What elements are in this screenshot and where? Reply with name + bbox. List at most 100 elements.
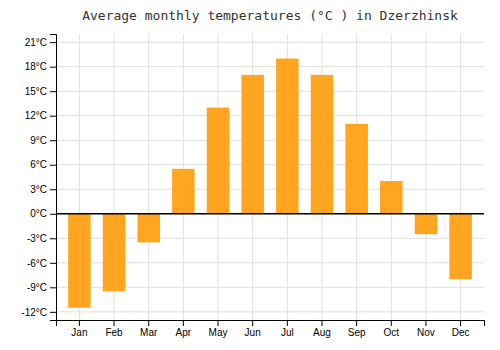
- y-tick-mark: [50, 263, 56, 264]
- y-tick: 21°C: [25, 37, 56, 48]
- y-tick-label: 21°C: [25, 37, 47, 48]
- bar: [137, 214, 160, 243]
- y-tick-mark: [50, 67, 56, 68]
- x-tick-mark: [79, 320, 80, 326]
- x-tick-label: Mar: [140, 327, 158, 338]
- x-tick-label: Oct: [384, 327, 400, 338]
- y-tick-mark: [50, 238, 56, 239]
- x-tick-label: Nov: [417, 327, 435, 338]
- x-tick: Oct: [384, 320, 400, 338]
- bar: [449, 214, 472, 279]
- x-tick-label: Aug: [313, 327, 331, 338]
- y-tick: 0°C: [30, 208, 56, 219]
- bar: [207, 108, 230, 214]
- title: Average monthly temperatures (°C ) in Dz…: [82, 8, 458, 23]
- x-tick-mark: [391, 320, 392, 326]
- x-tick-label: Feb: [105, 327, 123, 338]
- grid-line-y: [56, 213, 484, 214]
- grid-line-x: [425, 34, 426, 320]
- y-tick-mark: [50, 214, 56, 215]
- bar: [103, 214, 126, 292]
- x-tick-label: Jul: [281, 327, 294, 338]
- y-tick-mark: [50, 287, 56, 288]
- y-tick-mark: [50, 140, 56, 141]
- x-tick-label: Jun: [245, 327, 261, 338]
- y-tick: -6°C: [27, 258, 56, 269]
- y-tick: -9°C: [27, 282, 56, 293]
- y-axis-line: [50, 35, 57, 321]
- grid-line-y: [56, 140, 484, 141]
- chart: -12°C -9°C -6°C -3°C 0°C 3°C 6°C 9°C 12°C 15°C 18°…: [0, 0, 500, 350]
- y-tick: 6°C: [30, 159, 56, 170]
- grid-line-y: [56, 91, 484, 92]
- bar: [311, 75, 334, 214]
- x-tick-label: Jan: [71, 327, 87, 338]
- x-tick-mark: [425, 320, 426, 326]
- y-tick: 9°C: [30, 135, 56, 146]
- y-tick-label: 12°C: [25, 110, 47, 121]
- x-tick-mark: [321, 320, 322, 326]
- grid-line-y: [56, 189, 484, 190]
- grid-line-y: [56, 66, 484, 67]
- y-tick-mark: [50, 165, 56, 166]
- y-tick: 12°C: [25, 110, 56, 121]
- y-tick-label: 9°C: [30, 135, 47, 146]
- bar: [241, 75, 264, 214]
- x-tick: Sep: [348, 320, 366, 338]
- bar: [172, 169, 195, 214]
- y-tick-mark: [50, 42, 56, 43]
- y-tick: -3°C: [27, 233, 56, 244]
- y-tick-label: -12°C: [21, 307, 47, 318]
- y-tick-mark: [50, 116, 56, 117]
- y-tick-label: -3°C: [27, 233, 47, 244]
- x-tick: Dec: [452, 320, 470, 338]
- bar: [276, 59, 299, 214]
- x-tick-label: Apr: [176, 327, 192, 338]
- y-tick: -12°C: [21, 307, 56, 318]
- y-tick-label: -6°C: [27, 258, 47, 269]
- y-tick-mark: [50, 312, 56, 313]
- y-tick-mark: [50, 189, 56, 190]
- y-tick-label: 3°C: [30, 184, 47, 195]
- x-axis: Jan Feb Mar Apr May Jun Jul Aug Sep Oct Nov Dec: [57, 320, 485, 338]
- y-tick-label: 6°C: [30, 159, 47, 170]
- x-tick: Mar: [140, 320, 158, 338]
- grid-line-x: [391, 34, 392, 320]
- x-axis-line: [57, 321, 485, 327]
- x-tick-mark: [460, 320, 461, 326]
- x-tick: May: [209, 320, 228, 338]
- x-tick-mark: [356, 320, 357, 326]
- x-tick-mark: [148, 320, 149, 326]
- y-tick-label: 0°C: [30, 208, 47, 219]
- y-tick: 18°C: [25, 61, 56, 72]
- x-tick: Feb: [105, 320, 123, 338]
- bar: [380, 181, 403, 214]
- grid-line-y: [56, 115, 484, 116]
- y-tick-mark: [50, 91, 56, 92]
- x-tick-mark: [218, 320, 219, 326]
- x-tick-label: Sep: [348, 327, 366, 338]
- y-tick: 3°C: [30, 184, 56, 195]
- x-tick: Aug: [313, 320, 331, 338]
- x-tick: Nov: [417, 320, 435, 338]
- x-tick-label: May: [209, 327, 228, 338]
- x-tick-mark: [183, 320, 184, 326]
- grid: [56, 34, 484, 320]
- grid-line-y: [56, 164, 484, 165]
- x-tick-mark: [287, 320, 288, 326]
- y-tick-label: 15°C: [25, 86, 47, 97]
- y-tick-label: 18°C: [25, 61, 47, 72]
- x-tick-label: Dec: [452, 327, 470, 338]
- bar: [415, 214, 438, 234]
- x-tick: Jan: [71, 320, 87, 338]
- x-tick: Apr: [176, 320, 192, 338]
- plot: -12°C -9°C -6°C -3°C 0°C 3°C 6°C 9°C 12°C 15°C 18°…: [21, 34, 484, 338]
- x-tick: Jul: [281, 320, 294, 338]
- y-tick-label: -9°C: [27, 282, 47, 293]
- grid-line-y: [56, 311, 484, 312]
- bar: [68, 214, 91, 308]
- x-tick-mark: [114, 320, 115, 326]
- x-tick: Jun: [245, 320, 261, 338]
- grid-line-y: [56, 42, 484, 43]
- y-tick: 15°C: [25, 86, 56, 97]
